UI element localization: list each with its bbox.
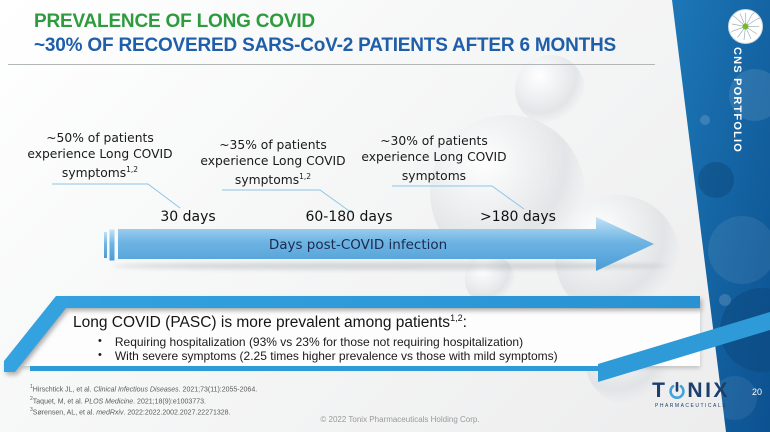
callout-50-percent: ~50% of patients experience Long COVID s… [20,131,180,182]
copyright-text: © 2022 Tonix Pharmaceuticals Holding Cor… [320,415,480,424]
heading-text: Long COVID (PASC) is more prevalent amon… [73,314,451,332]
logo-letter-t: T [652,379,668,402]
footnotes: 1Hirschtick JL, et al. Clinical Infectio… [30,383,257,418]
callout-35-percent: ~35% of patients experience Long COVID s… [193,138,353,189]
arrow-tick-large [109,229,115,261]
timeline-label-30-days: 30 days [160,209,216,225]
callout-line: symptoms1,2 [20,162,180,182]
callout-30-percent: ~30% of patients experience Long COVID s… [354,134,514,185]
bottom-accent-stripe [598,312,770,382]
callout-line: experience Long COVID [27,146,173,161]
bullet-text: With severe symptoms (2.25 times higher … [114,349,558,363]
timeline-label-180-days: >180 days [480,209,556,225]
callout-symptoms: symptoms [61,166,127,181]
highlight-box-body [22,309,700,366]
timeline-arrow [118,217,654,271]
footnote-3: 3Sørensen, AL, et al. medRxiv. 2022:2022… [30,407,231,417]
timeline-arrow-label: Days post-COVID infection [268,237,448,253]
bottom-accent-line [30,366,615,371]
callout-line: ~30% of patients [380,134,488,148]
callout-reference-sup: 1,2 [299,172,312,182]
side-panel-molecules [698,69,770,420]
footnote-sup: 3 [30,407,33,414]
background-bubble [515,55,585,125]
power-icon [669,382,686,399]
callout-symptoms: symptoms [401,169,467,184]
title-line-1: PREVALENCE OF LONG COVID [34,11,315,32]
highlight-bullet-2: • With severe symptoms (2.25 times highe… [98,349,558,363]
heading-reference-sup: 1,2 [450,313,463,323]
callout-line: ~35% of patients [219,138,327,152]
bullet-text: Requiring hospitalization (93% vs 23% fo… [114,335,524,349]
logo-subtitle: PHARMACEUTICALS [655,403,727,409]
callout-line: ~50% of patients [46,131,154,145]
logo-letters-nix: NIX [687,379,730,402]
leader-line-60-180-days [222,189,353,214]
footnote-1: 1Hirschtick JL, et al. Clinical Infectio… [30,384,258,394]
footnote-sup: 2 [30,395,33,402]
page-number: 20 [751,387,762,397]
bullet-icon: • [98,349,102,361]
bullet-icon: • [98,335,102,347]
side-ribbon-label: CNS PORTFOLIO [731,47,743,154]
neuron-icon [728,9,763,44]
heading-colon: : [462,314,467,332]
slide-title: PREVALENCE OF LONG COVID ~30% OF RECOVER… [34,10,616,57]
footnote-2: 2Taquet, M, et al. PLOS Medicine. 2021;1… [30,395,206,405]
arrow-shadow [112,262,668,270]
callout-reference-sup: 1,2 [126,165,139,175]
leader-line-180-days [392,185,525,210]
leader-line-30-days [52,183,181,209]
highlight-box-banner [4,296,700,372]
tonix-logo: T NIX PHARMACEUTICALS [641,380,741,410]
highlight-bullet-1: • Requiring hospitalization (93% vs 23% … [98,335,523,349]
callout-line: symptoms1,2 [193,169,353,189]
footnote-sup: 1 [30,384,33,390]
highlight-box-heading: Long COVID (PASC) is more prevalent amon… [73,313,467,332]
arrow-tick-small [104,232,107,258]
callout-line: symptoms [354,165,514,185]
callout-line: experience Long COVID [361,149,507,164]
title-line-2: ~30% OF RECOVERED SARS-CoV-2 PATIENTS AF… [34,34,617,56]
callout-symptoms: symptoms [234,173,300,188]
callout-line: experience Long COVID [200,153,346,168]
timeline-label-60-180-days: 60-180 days [305,209,393,225]
tonix-wordmark: T NIX [641,380,741,402]
